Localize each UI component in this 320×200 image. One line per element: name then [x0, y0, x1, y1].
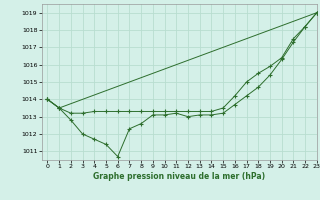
X-axis label: Graphe pression niveau de la mer (hPa): Graphe pression niveau de la mer (hPa) — [93, 172, 265, 181]
